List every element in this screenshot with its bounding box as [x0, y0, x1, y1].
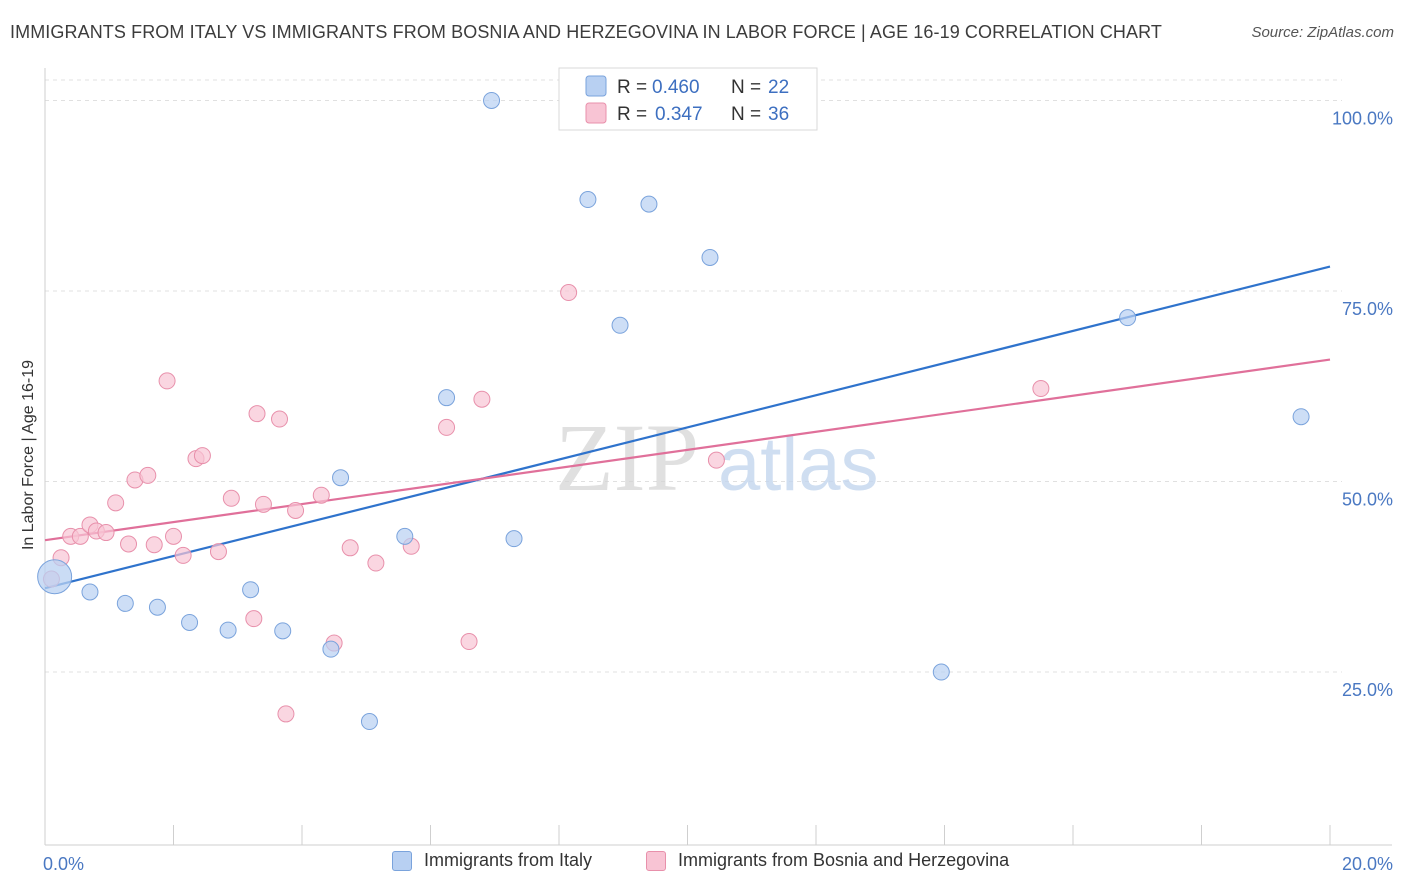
legend-r-label-bosnia: R =	[617, 104, 647, 125]
x-tick-label-min: 0.0%	[43, 854, 84, 874]
data-points	[37, 91, 1310, 731]
data-point-bosnia	[312, 486, 330, 504]
series-legend: Immigrants from Italy Immigrants from Bo…	[0, 850, 1406, 880]
data-point-bosnia	[277, 705, 295, 723]
legend-n-value-bosnia: 36	[768, 104, 789, 125]
data-point-italy	[360, 713, 378, 731]
series-legend-item-italy: Immigrants from Italy	[392, 850, 592, 871]
data-point-bosnia	[254, 495, 272, 513]
data-point-bosnia	[287, 501, 305, 519]
x-tick-label-max: 20.0%	[1342, 854, 1393, 874]
data-point-italy	[1119, 309, 1137, 327]
watermark-atlas: atlas	[718, 422, 879, 507]
data-point-bosnia	[139, 466, 157, 484]
trend-line-bosnia	[44, 358, 1331, 542]
data-point-bosnia	[165, 527, 182, 545]
legend-swatch-italy	[585, 75, 607, 97]
stats-legend: R = 0.460 N = 22 R = 0.347 N = 36	[558, 67, 818, 131]
data-point-bosnia	[158, 372, 176, 390]
legend-n-label-italy: N =	[731, 77, 761, 98]
data-point-bosnia	[248, 405, 266, 423]
data-point-bosnia	[107, 494, 125, 512]
axes	[44, 68, 1392, 846]
data-point-italy	[640, 195, 658, 213]
data-point-italy	[37, 559, 73, 595]
y-tick-label: 25.0%	[1342, 680, 1393, 700]
legend-r-value-bosnia: 0.347	[655, 104, 703, 125]
data-point-bosnia	[341, 539, 359, 557]
y-tick-labels: 25.0% 50.0% 75.0% 100.0%	[1332, 108, 1393, 700]
y-tick-label: 75.0%	[1342, 299, 1393, 319]
data-point-bosnia	[473, 390, 491, 408]
series-legend-label-italy: Immigrants from Italy	[424, 850, 593, 870]
data-point-bosnia	[120, 535, 138, 553]
grid-lines	[45, 79, 1342, 673]
data-point-italy	[81, 583, 99, 601]
data-point-italy	[116, 594, 134, 612]
data-point-bosnia	[97, 524, 115, 542]
trend-line-italy	[44, 265, 1331, 590]
y-tick-label: 50.0%	[1342, 490, 1393, 510]
data-point-italy	[1292, 408, 1310, 426]
legend-r-value-italy: 0.460	[652, 77, 700, 98]
data-point-bosnia	[145, 536, 163, 554]
legend-n-value-italy: 22	[768, 77, 789, 98]
series-legend-swatch-italy	[392, 850, 412, 871]
data-point-bosnia	[245, 610, 263, 628]
series-legend-swatch-bosnia	[646, 850, 666, 871]
data-point-italy	[219, 621, 237, 639]
data-point-italy	[322, 640, 340, 658]
data-point-italy	[932, 663, 950, 681]
data-point-bosnia	[271, 410, 289, 428]
data-point-bosnia	[438, 418, 456, 436]
data-point-italy	[274, 622, 292, 640]
data-point-bosnia	[71, 527, 89, 545]
data-point-bosnia	[560, 284, 578, 302]
chart-title: IMMIGRANTS FROM ITALY VS IMMIGRANTS FROM…	[10, 22, 1162, 42]
data-point-italy	[396, 527, 414, 545]
y-axis-label: In Labor Force | Age 16-19	[20, 360, 37, 550]
data-point-italy	[148, 598, 166, 616]
data-point-italy	[701, 248, 719, 266]
series-legend-item-bosnia: Immigrants from Bosnia and Herzegovina	[646, 850, 1009, 871]
data-point-italy	[483, 91, 501, 109]
data-point-italy	[181, 613, 199, 631]
data-point-bosnia	[1032, 380, 1050, 398]
x-tick-labels: 0.0% 20.0%	[43, 854, 1393, 874]
y-tick-label: 100.0%	[1332, 108, 1393, 128]
data-point-bosnia	[174, 546, 192, 564]
data-point-bosnia	[367, 554, 385, 572]
legend-swatch-bosnia	[585, 102, 607, 124]
chart-source: Source: ZipAtlas.com	[1251, 24, 1394, 41]
data-point-italy	[438, 389, 456, 407]
series-legend-label-bosnia: Immigrants from Bosnia and Herzegovina	[678, 850, 1010, 870]
legend-n-label-bosnia: N =	[731, 104, 761, 125]
trend-lines	[44, 265, 1331, 590]
data-point-italy	[242, 581, 260, 599]
data-point-bosnia	[460, 633, 478, 651]
data-point-bosnia	[209, 543, 227, 561]
data-point-italy	[611, 316, 629, 334]
data-point-italy	[505, 530, 523, 548]
data-point-italy	[332, 469, 350, 487]
data-point-bosnia	[193, 447, 211, 465]
data-point-bosnia	[222, 489, 240, 507]
data-point-bosnia	[707, 451, 725, 469]
legend-r-label-italy: R =	[617, 77, 647, 98]
data-point-italy	[579, 191, 597, 209]
